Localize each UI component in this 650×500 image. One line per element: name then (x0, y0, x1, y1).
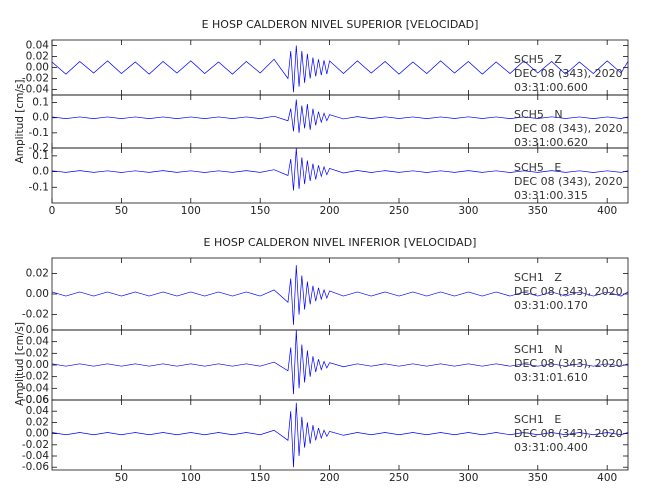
y-tick-label: 0.02 (26, 347, 49, 359)
x-tick-label: 200 (320, 472, 340, 484)
y-tick-label: -0.04 (22, 382, 49, 394)
station-annotation: 03:31:00.400 (514, 441, 588, 454)
station-annotation: SCH5 Z (514, 53, 562, 66)
y-axis-label: Amplitud [cm/s] (14, 80, 26, 164)
station-annotation: SCH5 N (514, 108, 563, 121)
y-tick-label: 0.00 (26, 359, 49, 371)
y-tick-label: 0.0 (32, 112, 49, 124)
panel-frame (51, 399, 629, 471)
y-tick-label: -0.04 (22, 84, 49, 96)
y-tick-label: -0.02 (22, 73, 49, 85)
y-tick-label: 0.1 (32, 97, 49, 109)
y-tick-label: -0.06 (22, 394, 49, 406)
x-tick-label: 50 (115, 472, 128, 484)
x-tick-label: 100 (181, 472, 201, 484)
x-tick-label: 300 (458, 205, 478, 217)
y-tick-label: 0.02 (26, 416, 49, 428)
waveform (51, 99, 629, 133)
waveform (51, 402, 629, 468)
x-tick-label: 150 (250, 205, 270, 217)
waveform (51, 45, 629, 93)
y-tick-label: 0.0 (32, 166, 49, 178)
y-tick-label: -0.02 (22, 371, 49, 383)
station-annotation: DEC 08 (343), 2020 (514, 175, 623, 188)
y-tick-label: -0.1 (29, 181, 50, 193)
x-tick-label: 100 (181, 205, 201, 217)
y-tick-label: 0.06 (26, 324, 50, 336)
waveform (51, 265, 629, 325)
x-tick-label: 300 (458, 472, 478, 484)
y-tick-label: -0.2 (29, 142, 50, 154)
panel-frame (51, 147, 629, 204)
y-tick-label: 0.02 (26, 267, 49, 279)
y-tick-label: 0.00 (26, 288, 49, 300)
station-annotation: SCH1 E (514, 413, 561, 426)
y-tick-label: 0.04 (26, 40, 50, 52)
chart-title: E HOSP CALDERON NIVEL INFERIOR [VELOCIDA… (204, 236, 477, 249)
x-tick-label: 350 (528, 205, 548, 217)
station-annotation: DEC 08 (343), 2020 (514, 122, 623, 135)
y-tick-label: 0.06 (26, 394, 50, 406)
station-annotation: DEC 08 (343), 2020 (514, 357, 623, 370)
station-annotation: 03:31:01.610 (514, 371, 588, 384)
station-annotation: DEC 08 (343), 2020 (514, 67, 623, 80)
y-tick-label: -0.02 (22, 439, 49, 451)
waveform (51, 147, 629, 191)
y-tick-label: 0.1 (32, 150, 49, 162)
y-tick-label: -0.06 (22, 461, 49, 473)
station-annotation: SCH1 Z (514, 271, 562, 284)
chart-title: E HOSP CALDERON NIVEL SUPERIOR [VELOCIDA… (202, 18, 479, 31)
station-annotation: 03:31:00.170 (514, 299, 588, 312)
y-tick-label: 0.00 (26, 62, 49, 74)
station-annotation: 03:31:00.620 (514, 136, 588, 149)
y-tick-label: -0.1 (29, 127, 50, 139)
station-annotation: 03:31:00.315 (514, 189, 588, 202)
x-tick-label: 150 (250, 472, 270, 484)
y-tick-label: 0.00 (26, 428, 49, 440)
station-annotation: DEC 08 (343), 2020 (514, 427, 623, 440)
x-tick-label: 200 (320, 205, 340, 217)
x-tick-label: 400 (597, 472, 617, 484)
station-annotation: SCH1 N (514, 343, 563, 356)
y-tick-label: -0.04 (22, 450, 49, 462)
y-tick-label: 0.02 (26, 51, 49, 63)
y-tick-label: 0.04 (26, 336, 50, 348)
x-tick-label: 0 (49, 205, 56, 217)
x-tick-label: 400 (597, 205, 617, 217)
x-tick-label: 350 (528, 472, 548, 484)
station-annotation: 03:31:00.600 (514, 81, 588, 94)
x-tick-label: 50 (115, 205, 128, 217)
station-annotation: DEC 08 (343), 2020 (514, 285, 623, 298)
station-annotation: SCH5 E (514, 161, 561, 174)
y-axis-label: Amplitud [cm/s] (14, 322, 26, 406)
y-tick-label: -0.02 (22, 309, 49, 321)
x-tick-label: 250 (389, 472, 409, 484)
waveform (51, 329, 629, 395)
y-tick-label: 0.04 (26, 405, 50, 417)
x-tick-label: 250 (389, 205, 409, 217)
